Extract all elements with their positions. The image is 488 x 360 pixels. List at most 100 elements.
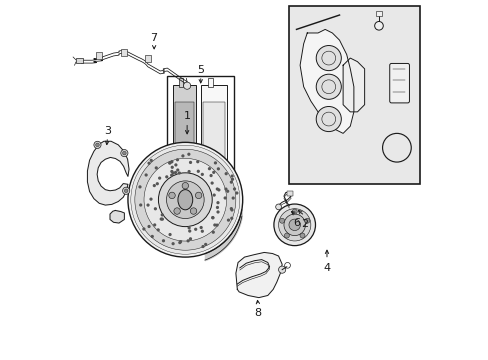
Circle shape [316, 45, 341, 71]
Circle shape [144, 174, 147, 177]
Circle shape [122, 151, 126, 155]
Circle shape [170, 160, 173, 163]
Circle shape [211, 216, 214, 219]
Circle shape [299, 233, 305, 238]
Circle shape [187, 170, 190, 173]
Circle shape [121, 149, 128, 157]
Circle shape [229, 207, 232, 210]
Circle shape [174, 171, 177, 174]
Circle shape [273, 204, 315, 246]
Circle shape [165, 175, 168, 179]
Circle shape [212, 171, 215, 174]
Circle shape [128, 142, 242, 257]
Circle shape [216, 201, 219, 204]
Text: 8: 8 [254, 309, 261, 318]
Polygon shape [343, 58, 364, 112]
Circle shape [170, 166, 174, 169]
Text: 2: 2 [301, 219, 307, 229]
Circle shape [230, 175, 233, 178]
Bar [286, 192, 292, 196]
Bar [203, 103, 224, 160]
Bar [76, 58, 83, 63]
Circle shape [232, 187, 236, 190]
Circle shape [224, 188, 227, 191]
Circle shape [181, 154, 184, 158]
Circle shape [178, 241, 181, 244]
Bar [375, 12, 381, 16]
Polygon shape [300, 30, 353, 134]
Circle shape [166, 181, 203, 219]
Circle shape [144, 158, 226, 241]
Circle shape [176, 168, 179, 172]
FancyBboxPatch shape [389, 63, 408, 103]
Circle shape [153, 207, 157, 210]
Text: 5: 5 [197, 64, 204, 75]
Circle shape [122, 187, 129, 194]
Circle shape [147, 225, 150, 228]
Circle shape [211, 216, 214, 220]
Bar [172, 85, 196, 162]
Circle shape [199, 226, 203, 229]
Circle shape [200, 173, 203, 176]
Circle shape [171, 242, 174, 245]
Circle shape [183, 82, 190, 89]
Bar [178, 78, 183, 87]
Circle shape [200, 230, 203, 233]
Circle shape [142, 228, 145, 231]
Circle shape [275, 204, 281, 210]
Circle shape [235, 192, 238, 195]
Circle shape [171, 171, 174, 175]
Circle shape [154, 166, 158, 170]
Circle shape [96, 143, 99, 147]
Circle shape [150, 235, 154, 238]
Circle shape [284, 233, 289, 238]
Circle shape [187, 153, 190, 156]
Circle shape [159, 217, 163, 221]
Text: 6: 6 [292, 218, 299, 228]
Circle shape [182, 183, 188, 189]
Circle shape [215, 224, 218, 227]
Circle shape [374, 22, 383, 30]
Circle shape [229, 180, 232, 184]
Circle shape [146, 203, 149, 207]
Circle shape [156, 228, 160, 231]
Circle shape [316, 74, 341, 99]
Circle shape [226, 219, 230, 222]
Circle shape [284, 214, 305, 235]
Bar [144, 55, 150, 62]
Circle shape [135, 149, 235, 250]
Circle shape [196, 160, 199, 163]
Circle shape [230, 208, 233, 212]
Circle shape [211, 231, 214, 234]
Circle shape [231, 197, 234, 200]
Circle shape [188, 161, 192, 164]
Circle shape [225, 190, 229, 193]
Circle shape [230, 217, 233, 220]
Circle shape [94, 141, 101, 148]
Polygon shape [87, 141, 129, 205]
Circle shape [279, 218, 284, 223]
Circle shape [149, 159, 153, 162]
Bar [167, 76, 233, 173]
Circle shape [170, 170, 173, 173]
Circle shape [188, 229, 191, 233]
Polygon shape [110, 211, 124, 223]
Text: 7: 7 [150, 33, 157, 43]
Circle shape [210, 181, 213, 185]
Circle shape [153, 223, 156, 226]
Circle shape [149, 198, 152, 201]
Circle shape [216, 210, 219, 213]
Circle shape [201, 245, 204, 248]
Bar [201, 85, 226, 162]
Bar [174, 103, 194, 160]
Circle shape [139, 203, 142, 207]
Circle shape [194, 228, 197, 231]
Circle shape [215, 206, 219, 209]
Circle shape [124, 189, 128, 193]
Circle shape [215, 188, 219, 190]
Circle shape [187, 226, 190, 229]
Circle shape [162, 239, 165, 242]
Circle shape [155, 182, 159, 185]
Circle shape [217, 188, 220, 192]
Circle shape [212, 193, 215, 197]
